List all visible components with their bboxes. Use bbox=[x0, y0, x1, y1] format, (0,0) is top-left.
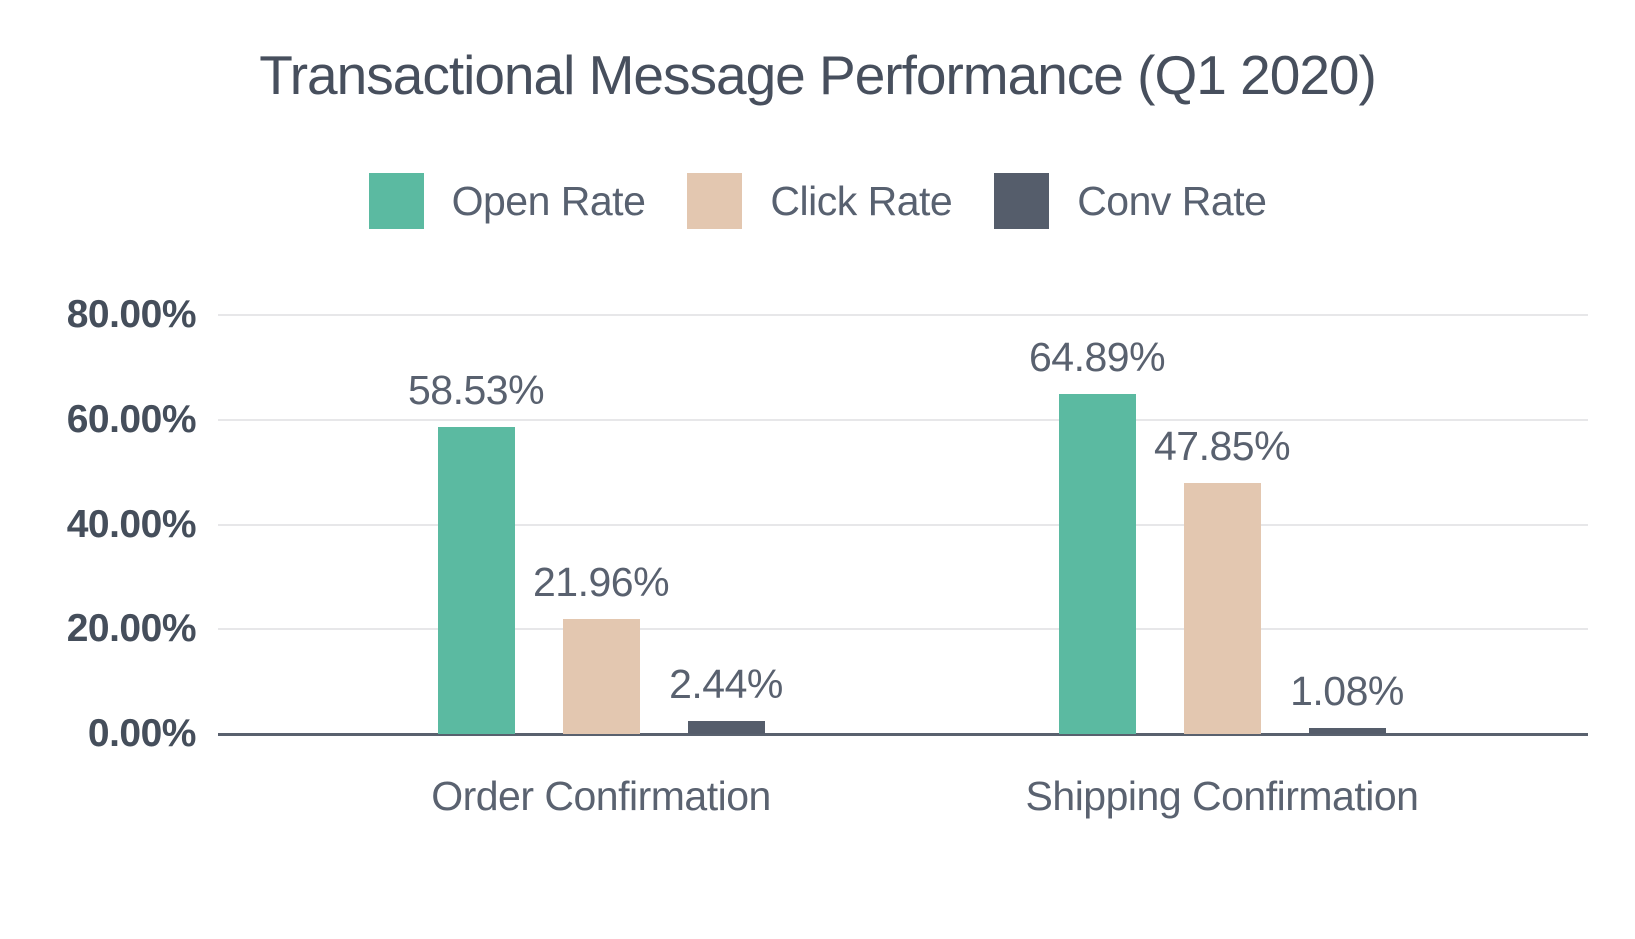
gridline bbox=[218, 628, 1588, 631]
gridline bbox=[218, 418, 1588, 421]
bar-value-label: 21.96% bbox=[532, 558, 670, 605]
chart-title: Transactional Message Performance (Q1 20… bbox=[259, 44, 1377, 106]
legend-swatch-click-rate bbox=[687, 173, 743, 229]
bar-value-label: 2.44% bbox=[669, 661, 783, 708]
y-axis-tick-label: 40.00% bbox=[66, 502, 197, 546]
x-axis-category-label: Order Confirmation bbox=[431, 773, 771, 819]
legend-item-click-rate[interactable]: Click Rate bbox=[687, 173, 953, 229]
bar-open-rate-shipping-confirmation bbox=[1058, 394, 1136, 734]
y-axis-tick-label: 80.00% bbox=[66, 293, 197, 336]
bar-value-label: 1.08% bbox=[1290, 668, 1404, 715]
bar-value-label: 64.89% bbox=[1028, 334, 1166, 381]
bar-value-label: 47.85% bbox=[1153, 423, 1291, 470]
legend: Open Rate Click Rate Conv Rate bbox=[0, 172, 1635, 230]
bar-value-label: 58.53% bbox=[407, 367, 545, 414]
bar-click-rate-shipping-confirmation bbox=[1183, 483, 1261, 734]
gridline bbox=[218, 314, 1588, 316]
gridline bbox=[218, 523, 1588, 526]
y-axis-tick-label: 60.00% bbox=[66, 397, 197, 441]
x-axis-category-label: Shipping Confirmation bbox=[1025, 773, 1419, 819]
bar-conv-rate-shipping-confirmation bbox=[1308, 728, 1386, 734]
legend-swatch-conv-rate bbox=[994, 173, 1050, 229]
legend-swatch-open-rate bbox=[368, 173, 424, 229]
y-axis-tick-label: 0.00% bbox=[87, 712, 197, 755]
bar-open-rate-order-confirmation bbox=[437, 427, 515, 734]
legend-label: Open Rate bbox=[451, 177, 646, 224]
bar-click-rate-order-confirmation bbox=[562, 618, 640, 734]
bar-conv-rate-order-confirmation bbox=[687, 721, 765, 734]
y-axis-tick-label: 20.00% bbox=[66, 607, 197, 651]
x-axis-line bbox=[218, 733, 1588, 736]
legend-label: Click Rate bbox=[770, 177, 953, 224]
legend-item-open-rate[interactable]: Open Rate bbox=[368, 173, 646, 229]
legend-label: Conv Rate bbox=[1077, 177, 1267, 224]
legend-item-conv-rate[interactable]: Conv Rate bbox=[994, 173, 1267, 229]
